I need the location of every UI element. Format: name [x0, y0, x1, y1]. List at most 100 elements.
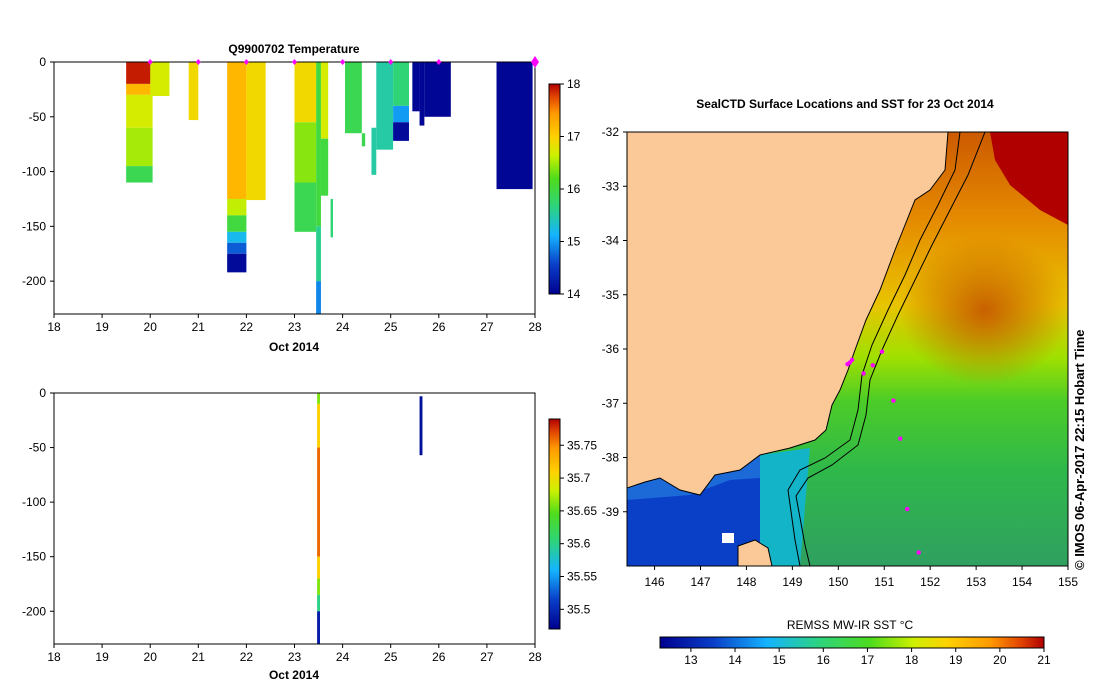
land: [627, 132, 949, 496]
profile-segment: [424, 62, 451, 117]
surface-location: [891, 398, 896, 403]
sst-warm-corner: [990, 132, 1068, 225]
profile-segment: [227, 215, 247, 232]
profile-segment: [294, 182, 317, 232]
lat-tick-label: -39: [602, 505, 620, 519]
sst-shelf-water: [760, 448, 810, 566]
profile-segment: [294, 122, 317, 183]
profile-segment: [393, 105, 409, 123]
lon-tick-label: 148: [736, 575, 756, 589]
profile-segment: [227, 198, 247, 216]
profile-segment: [317, 393, 320, 404]
profile-segment: [361, 133, 366, 147]
colorbar-tick-label: 35.55: [567, 570, 597, 584]
lat-tick-label: -33: [602, 179, 620, 193]
x-tick-label: 19: [95, 650, 109, 664]
temperature-title: Q9900702 Temperature: [228, 42, 360, 56]
surface-markers: [147, 56, 539, 68]
surface-location: [849, 357, 855, 363]
salinity-x-label: Oct 2014: [269, 668, 319, 682]
surface-location: [861, 371, 866, 376]
isobath-inner: [787, 132, 961, 566]
profile-segment: [227, 253, 247, 273]
salinity-panel: 18 19 20 21 22 23 24 25 26 27 28 0-50-100-150-200 …: [22, 386, 597, 682]
surface-location: [845, 361, 850, 367]
profile-segment: [320, 138, 329, 196]
x-tick-label: 23: [288, 320, 302, 334]
surface-location: [879, 349, 885, 354]
colorbar-tick-label: 17: [567, 130, 581, 144]
surface-location: [898, 436, 903, 441]
profile-segment: [317, 611, 320, 644]
x-tick-label: 25: [384, 320, 398, 334]
x-tick-label: 24: [336, 320, 350, 334]
sst-cold-core: [627, 478, 770, 566]
profile-segment: [419, 396, 423, 456]
temperature-x-label: Oct 2014: [269, 340, 319, 354]
lat-tick-label: -35: [602, 288, 620, 302]
profile-segment: [227, 62, 247, 199]
profile-segment: [126, 166, 153, 183]
lon-tick-label: 146: [645, 575, 665, 589]
temperature-x-axis: 18 19 20 21 22 23 24 25 26 27 28: [47, 314, 542, 334]
lat-tick-label: -36: [602, 342, 620, 356]
surface-marker: [292, 59, 297, 65]
y-tick-label: -50: [29, 441, 47, 455]
profile-segment: [412, 62, 420, 112]
surface-marker: [388, 59, 394, 65]
map-title: SealCTD Surface Locations and SST for 23…: [696, 97, 994, 111]
sst-colorbar-tick-label: 15: [772, 653, 786, 667]
profile-segment: [317, 578, 320, 595]
sst-field: [627, 132, 1068, 566]
salinity-y-axis: 0 -50 -100 -150 -200: [22, 386, 54, 618]
y-tick-label: -200: [22, 604, 46, 618]
profile-segment: [419, 62, 425, 126]
sst-colorbar-tick-label: 18: [905, 653, 919, 667]
x-tick-label: 28: [528, 320, 542, 334]
salinity-colorbar: [548, 418, 561, 630]
x-tick-label: 22: [240, 650, 254, 664]
profile-segment: [126, 62, 153, 84]
profile-segment: [393, 122, 409, 141]
y-tick-label: 0: [39, 386, 46, 400]
profile-segment: [376, 62, 394, 150]
surface-marker: [436, 59, 442, 65]
profile-segment: [227, 231, 247, 243]
sst-colorbar: [659, 636, 1045, 649]
surface-marker: [243, 59, 249, 65]
y-tick-label: -100: [22, 495, 46, 509]
profile-segment: [316, 226, 321, 282]
sst-map-panel: SealCTD Surface Locations and SST for 23…: [602, 97, 1087, 667]
profile-segment: [188, 62, 199, 121]
salinity-profiles: [317, 393, 423, 644]
lat-tick-label: -37: [602, 396, 620, 410]
lat-tick-label: -34: [602, 234, 620, 248]
profile-segment: [317, 447, 320, 557]
sst-colorbar-tick-label: 21: [1037, 653, 1051, 667]
salinity-colorbar-ticks: 35.75 35.7 35.65 35.6 35.55 35.5: [560, 438, 597, 616]
lon-tick-label: 150: [828, 575, 848, 589]
sst-colorbar-tick-label: 14: [728, 653, 742, 667]
profile-segment: [496, 62, 533, 190]
profile-segment: [371, 127, 377, 175]
salinity-x-axis: 18 19 20 21 22 23 24 25 26 27 28: [47, 644, 542, 664]
surface-marker: [195, 59, 201, 65]
lon-tick-label: 151: [874, 575, 894, 589]
profile-segment: [320, 62, 329, 139]
sst-colorbar-tick-label: 20: [993, 653, 1007, 667]
lon-tick-label: 153: [966, 575, 986, 589]
temperature-colorbar-ticks: 18 17 16 15 14: [560, 77, 581, 301]
lon-tick-label: 152: [920, 575, 940, 589]
x-tick-label: 27: [480, 320, 494, 334]
lat-tick-label: -32: [602, 125, 620, 139]
imos-watermark: © IMOS 06-Apr-2017 22:15 Hobart Time: [1072, 329, 1087, 570]
sst-colorbar-tick-label: 16: [817, 653, 831, 667]
profile-segment: [126, 127, 153, 167]
land-island: [737, 539, 773, 566]
surface-location: [870, 363, 875, 368]
x-tick-label: 20: [144, 320, 158, 334]
lon-tick-label: 149: [782, 575, 802, 589]
y-tick-label: 0: [39, 55, 46, 69]
colorbar-tick-label: 35.65: [567, 504, 597, 518]
